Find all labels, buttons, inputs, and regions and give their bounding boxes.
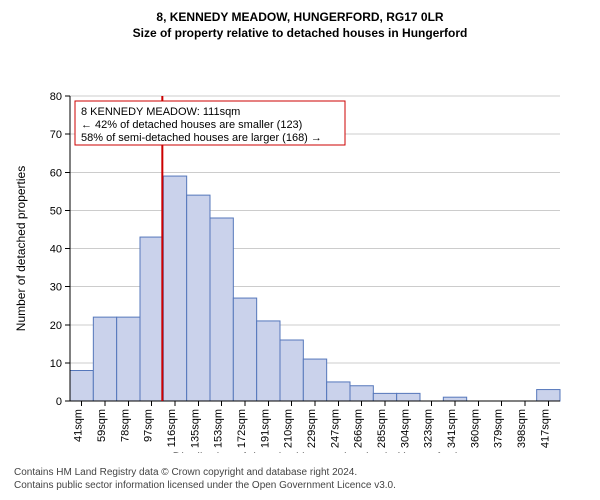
x-tick-label: 78sqm [119, 409, 131, 442]
bar [117, 317, 140, 401]
x-tick-label: 116sqm [166, 409, 178, 447]
bar [350, 386, 373, 401]
x-tick-label: 97sqm [143, 409, 155, 442]
x-tick-label: 172sqm [236, 409, 248, 448]
x-tick-label: 191sqm [259, 409, 271, 448]
bar [70, 371, 93, 402]
attribution-line-1: Contains HM Land Registry data © Crown c… [14, 467, 586, 480]
histogram-chart: 0 10 20 30 40 50 60 70 80 41sqm 59sqm 78sqm 97sqm 116… [0, 41, 600, 453]
annotation-line: ← 42% of detached houses are smaller (12… [81, 119, 302, 131]
x-tick-label: 379sqm [493, 409, 505, 448]
bar [373, 394, 396, 402]
y-tick-label: 80 [50, 91, 62, 103]
bar [257, 321, 280, 401]
x-tick-label: 323sqm [423, 409, 435, 448]
bar [303, 359, 326, 401]
bar [443, 397, 466, 401]
x-tick-label: 266sqm [353, 409, 365, 448]
attribution-line-2: Contains public sector information licen… [14, 480, 586, 493]
y-tick-label: 60 [50, 167, 62, 179]
bar [327, 382, 350, 401]
x-tick-label: 229sqm [306, 409, 318, 448]
x-tick-label: 341sqm [446, 409, 458, 448]
x-tick-label: 304sqm [399, 409, 411, 448]
y-axis-label: Number of detached properties [14, 166, 28, 331]
annotation-line: 8 KENNEDY MEADOW: 111sqm [81, 106, 240, 118]
bar [140, 237, 163, 401]
x-tick-label: 59sqm [96, 409, 108, 442]
y-tick-label: 40 [50, 244, 62, 256]
subtitle: Size of property relative to detached ho… [0, 26, 600, 42]
y-tick-label: 10 [50, 358, 62, 370]
bar [397, 394, 420, 402]
x-tick-label: 247sqm [329, 409, 341, 448]
y-tick-label: 70 [50, 129, 62, 141]
x-tick-label: 417sqm [539, 409, 551, 448]
x-tick-label: 41sqm [73, 409, 85, 442]
attribution-text: Contains HM Land Registry data © Crown c… [14, 467, 586, 492]
y-tick-label: 20 [50, 320, 62, 332]
x-axis-label: Distribution of detached houses by size … [173, 450, 458, 453]
x-tick-label: 210sqm [283, 409, 295, 448]
bar [537, 390, 560, 401]
bar [233, 298, 256, 401]
bar [187, 195, 210, 401]
annotation-line: 58% of semi-detached houses are larger (… [81, 132, 322, 144]
address-title: 8, KENNEDY MEADOW, HUNGERFORD, RG17 0LR [0, 10, 600, 26]
y-tick-label: 0 [56, 396, 62, 408]
x-tick-label: 285sqm [376, 409, 388, 448]
x-tick-label: 153sqm [213, 409, 225, 448]
bar [163, 176, 186, 401]
y-tick-label: 50 [50, 206, 62, 218]
x-tick-label: 135sqm [189, 409, 201, 448]
bar [280, 340, 303, 401]
bar [93, 317, 116, 401]
bar [210, 218, 233, 401]
y-tick-label: 30 [50, 282, 62, 294]
x-tick-label: 398sqm [516, 409, 528, 448]
x-tick-label: 360sqm [469, 409, 481, 448]
